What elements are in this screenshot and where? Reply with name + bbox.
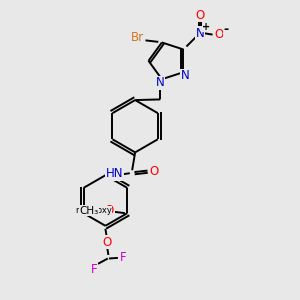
- Text: CH₃: CH₃: [80, 206, 99, 216]
- Text: F: F: [91, 263, 98, 276]
- Text: -: -: [224, 23, 229, 36]
- Text: O: O: [195, 9, 204, 22]
- Text: O: O: [105, 204, 114, 217]
- Text: O: O: [102, 236, 112, 249]
- Text: N: N: [156, 76, 165, 89]
- Text: F: F: [120, 251, 127, 264]
- Text: methoxy: methoxy: [75, 206, 112, 215]
- Text: O: O: [214, 28, 223, 40]
- Text: Br: Br: [130, 31, 144, 44]
- Text: N: N: [195, 27, 204, 40]
- Text: O: O: [150, 165, 159, 178]
- Text: HN: HN: [106, 167, 123, 180]
- Text: N: N: [181, 69, 189, 82]
- Text: +: +: [202, 22, 210, 32]
